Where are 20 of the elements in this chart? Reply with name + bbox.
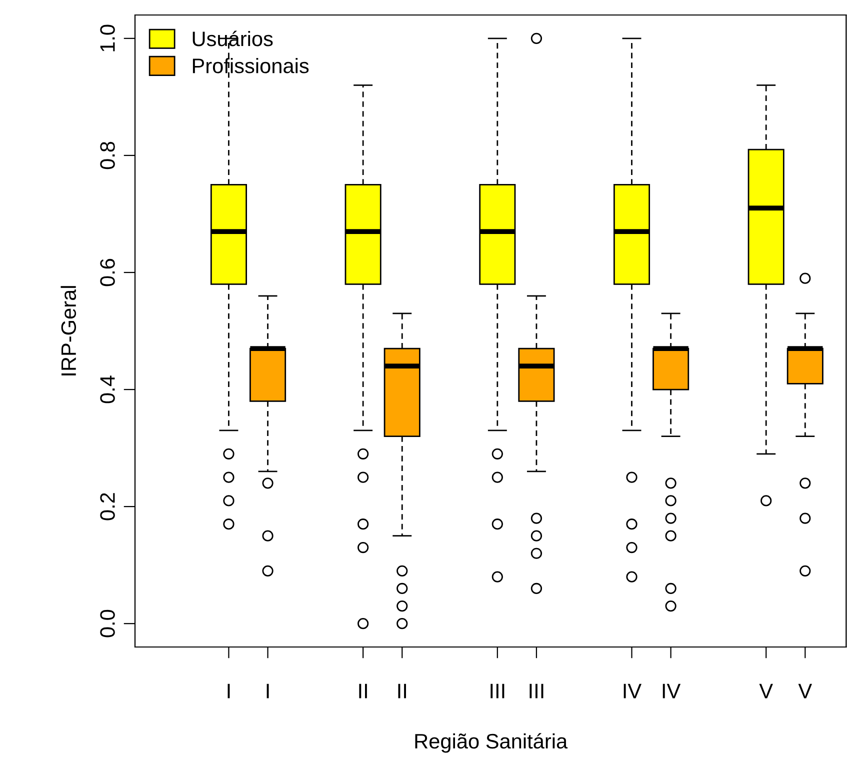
- x-tick-label: III: [530, 684, 544, 698]
- x-tick-label: V: [798, 684, 812, 698]
- y-tick-label: 0.0: [100, 610, 115, 638]
- y-tick-label: 0.2: [100, 493, 115, 520]
- x-tick-label: IV: [624, 684, 642, 698]
- x-tick-label: II: [359, 684, 367, 698]
- x-tick-label: V: [759, 684, 773, 698]
- y-tick-label: 0.8: [100, 142, 115, 170]
- x-tick-label: I: [228, 684, 230, 698]
- x-tick-label: I: [266, 684, 269, 698]
- x-tick-label: III: [490, 684, 504, 698]
- y-tick-label: 0.4: [100, 376, 115, 404]
- x-tick-label: II: [398, 684, 406, 698]
- y-axis-title: IRP-Geral: [60, 286, 76, 376]
- y-tick-label: 1.0: [100, 24, 115, 52]
- y-tick-label: 0.6: [100, 258, 115, 286]
- legend-label: Profissionais: [192, 58, 309, 74]
- x-axis-title: Região Sanitária: [415, 733, 568, 753]
- x-tick-label: IV: [662, 684, 681, 698]
- legend-label: Usuários: [192, 30, 273, 46]
